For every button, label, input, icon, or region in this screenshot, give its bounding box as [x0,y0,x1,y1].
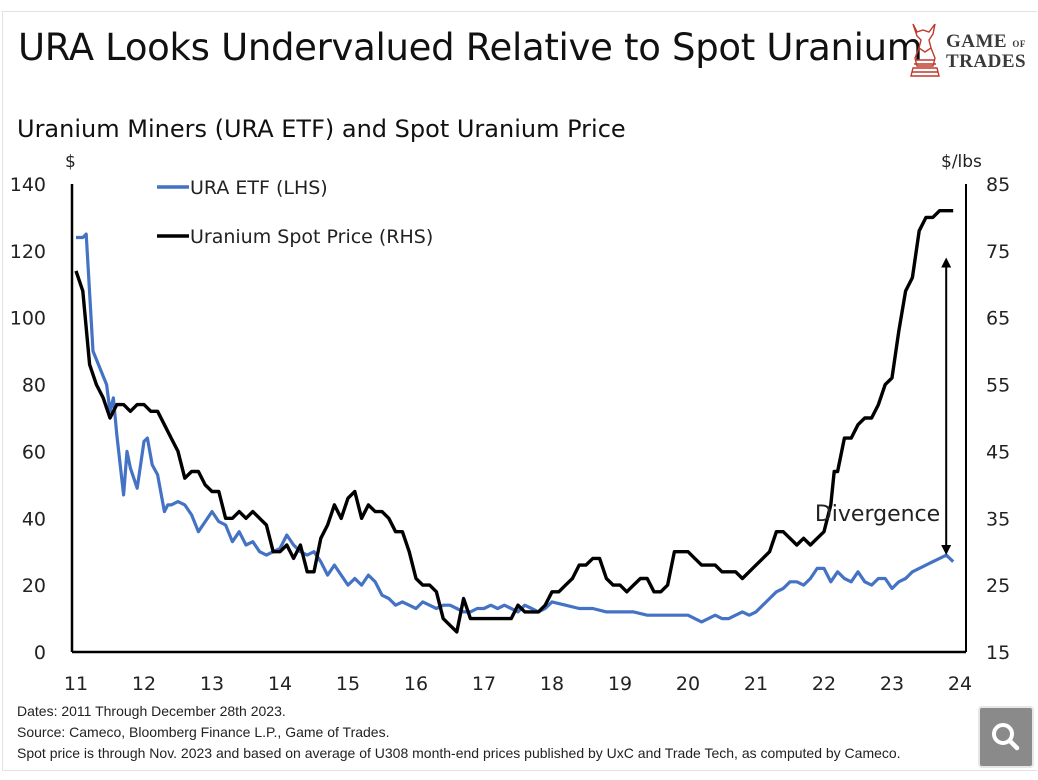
y-tick-left-label: 0 [34,642,46,664]
x-tick-label: 20 [676,673,700,695]
y-tick-right-label: 85 [986,174,1010,196]
y-axis-left-label: $ [65,152,76,172]
y-tick-right-label: 75 [986,241,1010,263]
x-tick-label: 11 [64,673,88,695]
logo-line1-small: OF [1012,39,1026,49]
y-tick-right-label: 55 [986,375,1010,397]
page-title: URA Looks Undervalued Relative to Spot U… [18,26,923,69]
x-tick-label: 14 [268,673,292,695]
footer-dates: Dates: 2011 Through December 28th 2023. [17,703,286,719]
series-line-ura-etf [76,232,955,624]
chart-title: Uranium Miners (URA ETF) and Spot Uraniu… [17,115,626,143]
zoom-button[interactable] [978,706,1034,768]
legend-label: Uranium Spot Price (RHS) [190,226,433,248]
logo-text: GAME OF TRADES [946,31,1027,72]
y-tick-right-label: 65 [986,308,1010,330]
x-tick-label: 23 [880,673,904,695]
y-ticks-left: 0 20 40 60 80 100 120 140 [10,174,46,664]
series-lines [74,208,955,634]
x-tick-label: 13 [200,673,224,695]
divergence-label: Divergence [815,502,940,527]
divergence-annotation: Divergence [815,257,952,556]
chart-frame [2,11,1037,771]
y-tick-right-label: 25 [986,575,1010,597]
y-ticks-right: 15 25 35 45 55 65 75 85 [986,174,1010,664]
footer-note: Spot price is through Nov. 2023 and base… [17,745,901,761]
x-tick-label: 17 [472,673,496,695]
axes [70,184,967,654]
x-tick-label: 21 [744,673,768,695]
x-tick-label: 22 [812,673,836,695]
y-tick-left-label: 80 [22,375,46,397]
magnifier-icon [992,723,1020,751]
y-tick-right-label: 45 [986,441,1010,463]
legend: URA ETF (LHS) Uranium Spot Price (RHS) [157,177,433,248]
y-tick-left-label: 140 [10,174,46,196]
y-tick-right-label: 35 [986,508,1010,530]
x-tick-label: 15 [336,673,360,695]
bull-knight-chess-icon [910,23,940,77]
y-tick-right-label: 15 [986,642,1010,664]
x-tick-label: 12 [132,673,156,695]
x-ticks: 11 12 13 14 15 16 17 18 19 20 21 22 23 24 [64,673,972,695]
logo-line2: TRADES [946,51,1027,72]
x-tick-label: 24 [948,673,972,695]
y-tick-left-label: 60 [22,441,46,463]
x-tick-label: 16 [404,673,428,695]
y-axis-right-label: $/lbs [941,152,982,172]
series-line-uranium-spot [74,208,954,634]
arrow-head-up [941,257,952,268]
y-tick-left-label: 20 [22,575,46,597]
y-tick-left-label: 100 [10,308,46,330]
logo-line1: GAME [946,31,1008,52]
y-tick-left-label: 120 [10,241,46,263]
x-tick-label: 18 [540,673,564,695]
footer-source: Source: Cameco, Bloomberg Finance L.P., … [17,724,390,740]
arrow-head-down [941,545,952,556]
x-tick-label: 19 [608,673,632,695]
y-tick-left-label: 40 [22,508,46,530]
chart-svg: $ $/lbs 0 20 40 60 80 100 120 140 15 25 35 45 55 65 7… [10,152,1010,695]
legend-label: URA ETF (LHS) [190,177,328,199]
